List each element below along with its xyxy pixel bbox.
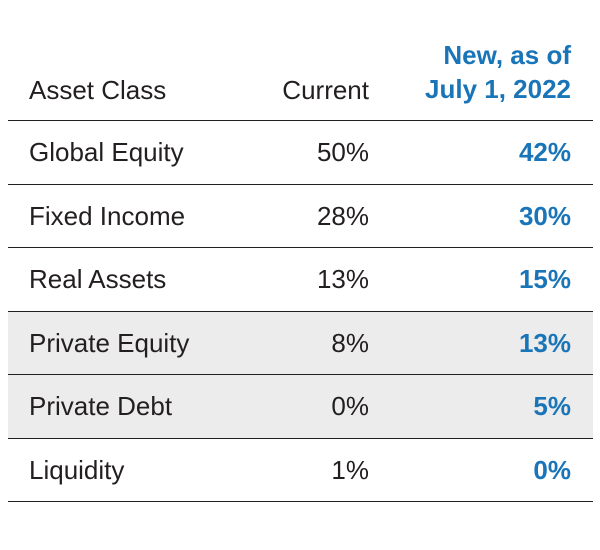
cell-current: 28% — [316, 200, 369, 231]
cell-current: 1% — [331, 454, 369, 485]
table-header: Asset Class Current New, as of July 1, 2… — [8, 0, 593, 121]
header-current: Current — [282, 75, 369, 105]
table-row: Real Assets 13% 15% — [8, 248, 593, 312]
cell-asset-class: Fixed Income — [29, 200, 186, 231]
header-new-line1: New, as of — [443, 40, 571, 70]
cell-new: 5% — [533, 391, 571, 421]
cell-current: 13% — [316, 264, 369, 294]
cell-asset-class: Liquidity — [29, 454, 125, 485]
header-new-line2: July 1, 2022 — [425, 74, 571, 104]
cell-new: 15% — [518, 264, 571, 294]
table-row: Liquidity 1% 0% — [8, 439, 593, 502]
cell-new: 0% — [533, 454, 571, 485]
cell-new: 13% — [518, 327, 571, 358]
cell-current: 50% — [316, 137, 369, 167]
cell-asset-class: Private Debt — [29, 391, 173, 421]
table-row: Private Equity 8% 13% — [8, 311, 593, 375]
cell-new: 30% — [518, 200, 571, 231]
cell-asset-class: Private Equity — [29, 327, 190, 358]
cell-new: 42% — [518, 137, 571, 167]
cell-asset-class: Real Assets — [29, 264, 167, 294]
cell-asset-class: Global Equity — [29, 137, 184, 167]
header-asset-class: Asset Class — [29, 75, 167, 105]
asset-allocation-table: Asset Class Current New, as of July 1, 2… — [8, 0, 593, 502]
cell-current: 8% — [331, 327, 369, 358]
table-row: Private Debt 0% 5% — [8, 375, 593, 439]
table-row: Global Equity 50% 42% — [8, 121, 593, 185]
table-row: Fixed Income 28% 30% — [8, 185, 593, 248]
cell-current: 0% — [331, 391, 369, 421]
header-new: New, as of July 1, 2022 — [425, 38, 571, 106]
